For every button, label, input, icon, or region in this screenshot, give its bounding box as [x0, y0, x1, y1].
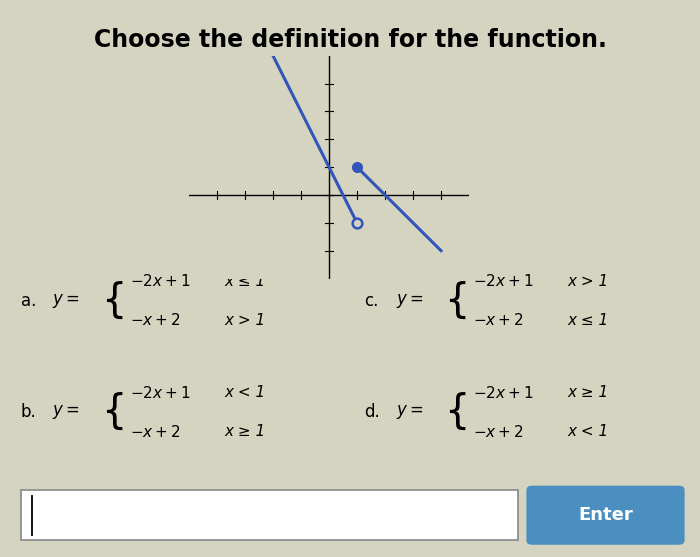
- Text: x ≤ 1: x ≤ 1: [567, 313, 608, 328]
- Text: $-x + 2$: $-x + 2$: [130, 312, 180, 328]
- Text: b.: b.: [21, 403, 36, 421]
- Text: x ≥ 1: x ≥ 1: [224, 424, 265, 439]
- Text: Enter: Enter: [578, 506, 633, 524]
- Text: {: {: [102, 281, 127, 321]
- FancyBboxPatch shape: [526, 486, 685, 545]
- Text: d.: d.: [364, 403, 379, 421]
- Text: Choose the definition for the function.: Choose the definition for the function.: [94, 28, 606, 52]
- Text: $y=$: $y=$: [395, 403, 423, 421]
- Text: $y=$: $y=$: [52, 292, 80, 310]
- Text: x ≤ 1: x ≤ 1: [224, 274, 265, 289]
- Text: $-x + 2$: $-x + 2$: [473, 312, 523, 328]
- Text: c.: c.: [364, 292, 379, 310]
- Text: x < 1: x < 1: [567, 424, 608, 439]
- Text: $-2x + 1$: $-2x + 1$: [473, 385, 533, 400]
- Text: $-2x + 1$: $-2x + 1$: [130, 385, 190, 400]
- Text: {: {: [444, 392, 470, 432]
- Text: x < 1: x < 1: [224, 385, 265, 400]
- Text: x > 1: x > 1: [224, 313, 265, 328]
- Text: x > 1: x > 1: [567, 274, 608, 289]
- Text: $-x + 2$: $-x + 2$: [473, 424, 523, 439]
- Text: a.: a.: [21, 292, 36, 310]
- Bar: [21, 490, 518, 540]
- Text: $-x + 2$: $-x + 2$: [130, 424, 180, 439]
- Text: $-2x + 1$: $-2x + 1$: [130, 273, 190, 289]
- Text: {: {: [444, 281, 470, 321]
- Text: $y=$: $y=$: [395, 292, 423, 310]
- Text: x ≥ 1: x ≥ 1: [567, 385, 608, 400]
- Text: $-2x + 1$: $-2x + 1$: [473, 273, 533, 289]
- Text: {: {: [102, 392, 127, 432]
- Text: $y=$: $y=$: [52, 403, 80, 421]
